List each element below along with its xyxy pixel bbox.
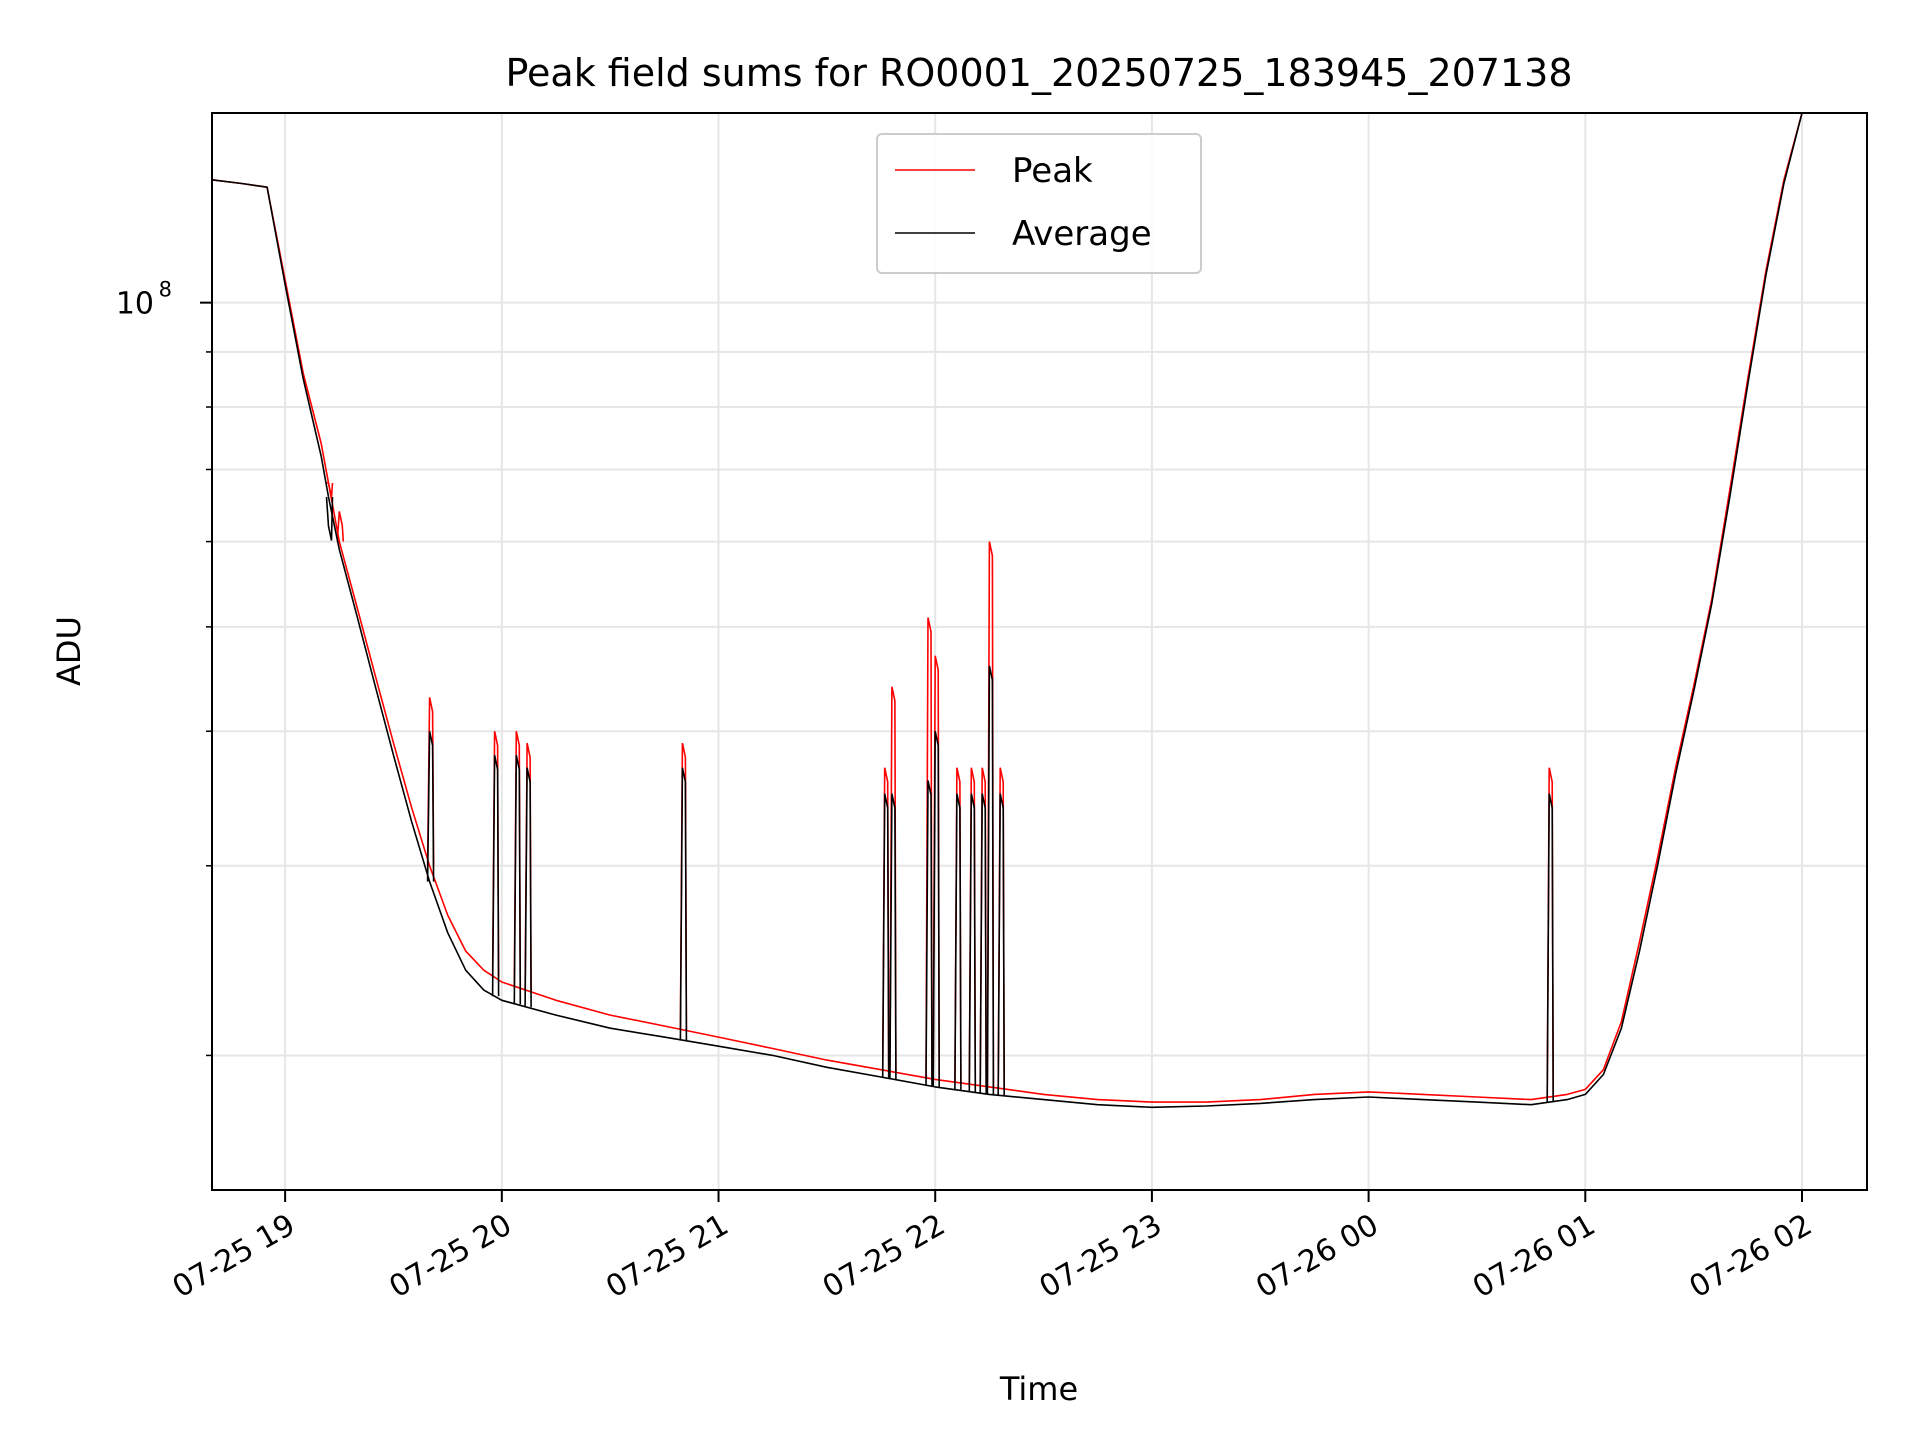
series-average: [212, 113, 1803, 1109]
spike-average: [997, 793, 1005, 1096]
legend-box: [876, 133, 1202, 274]
spike-average: [932, 731, 940, 1087]
y-tick-label: 10: [116, 287, 154, 322]
y-tick-label-exponent: 8: [159, 278, 172, 302]
series: [212, 113, 1803, 1109]
spike-average: [426, 731, 435, 882]
spike-average: [524, 767, 532, 1008]
spike-average: [881, 793, 890, 1078]
spike-average: [1546, 793, 1554, 1103]
y-axis-label: ADU: [50, 616, 88, 686]
grid: [212, 113, 1867, 1190]
spike-average: [979, 793, 987, 1094]
x-axis-label: Time: [999, 1370, 1078, 1408]
legend-peak-label: Peak: [1012, 151, 1093, 191]
plot-frame: [211, 112, 1868, 1191]
spike-average: [889, 793, 897, 1080]
legend: Peak Average: [876, 133, 1202, 274]
spike-average: [513, 755, 522, 1005]
chart-title: Peak field sums for RO0001_20250725_1839…: [505, 51, 1572, 95]
spike-average: [954, 793, 962, 1090]
series-line-peak: [212, 113, 1803, 1103]
spike-average: [679, 767, 688, 1041]
spike-average: [325, 496, 334, 541]
spike-average: [925, 780, 933, 1086]
spike-peak: [336, 511, 345, 542]
legend-average-label: Average: [1012, 214, 1152, 254]
spike-average: [986, 665, 995, 1095]
spike-average: [491, 755, 500, 997]
series-line-average: [212, 113, 1803, 1109]
spike-peak: [326, 482, 334, 498]
spike-average: [968, 793, 977, 1092]
